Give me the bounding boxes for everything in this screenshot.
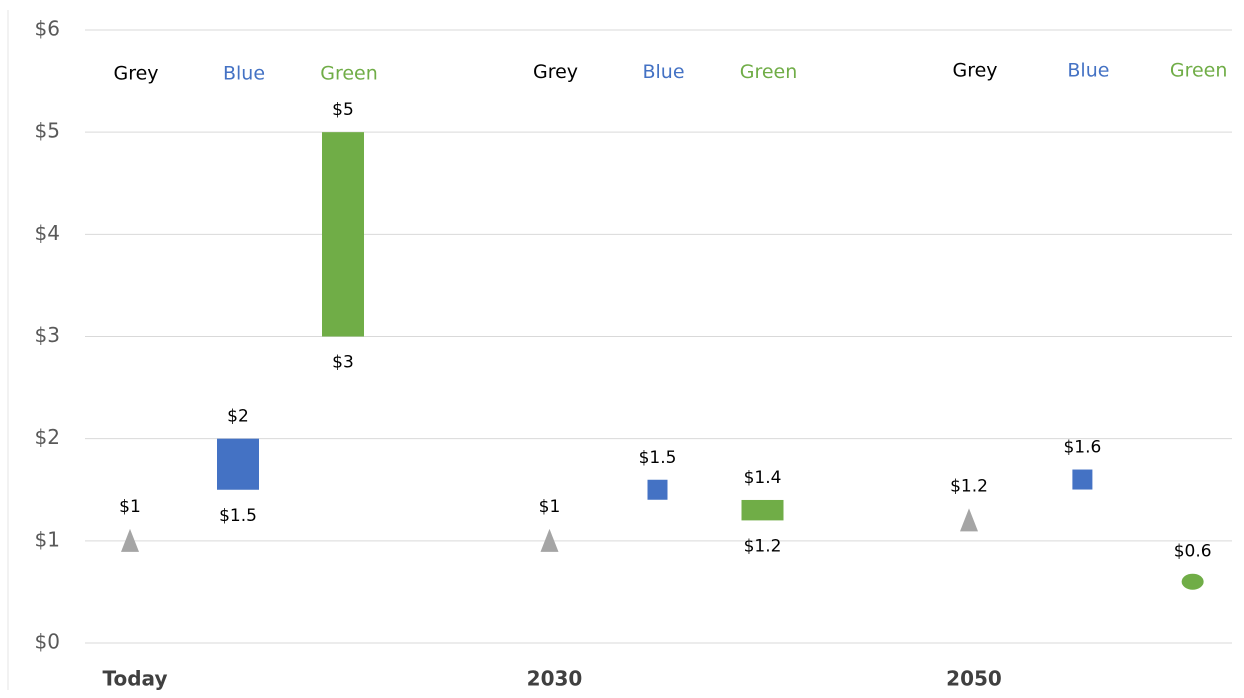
range-bar [217,438,259,490]
series-name: Blue [223,63,265,85]
range-bar [741,499,784,521]
x-tick-label: 2030 [527,667,583,691]
series-name: Green [1170,60,1228,82]
series-name: Green [320,63,378,85]
value-label: $1 [539,497,561,517]
low-label: $1.5 [219,506,257,526]
marker [540,528,559,552]
value-label: $1.4 [744,468,782,488]
series-name: Blue [642,61,684,83]
low-label: $1.2 [744,536,782,556]
series-name: Blue [1067,60,1109,82]
y-tick-label: $1 [35,527,60,551]
y-tick-label: $6 [35,17,60,41]
y-tick-label: $2 [35,425,60,449]
x-tick-label: Today [103,667,168,691]
y-tick-label: $4 [35,221,60,245]
value-label: $2 [227,407,249,427]
y-tick-label: $3 [35,323,60,347]
marker [960,508,978,532]
marker [647,479,668,500]
range-bar [322,132,364,337]
y-tick-label: $0 [35,630,60,654]
series-name: Grey [113,63,158,85]
marker [1181,573,1204,590]
value-label: $1.5 [639,448,677,468]
y-tick-label: $5 [35,119,60,143]
series-name: Grey [533,61,578,83]
low-label: $3 [332,353,354,373]
series-name: Green [740,61,798,83]
value-label: $1.2 [950,476,988,496]
value-label: $5 [332,100,354,120]
x-tick-label: 2050 [946,667,1002,691]
marker [121,528,139,552]
value-label: $1 [119,497,141,517]
series-name: Grey [952,60,997,82]
value-label: $1.6 [1063,438,1101,458]
marker [1072,469,1093,490]
value-label: $0.6 [1174,542,1212,562]
